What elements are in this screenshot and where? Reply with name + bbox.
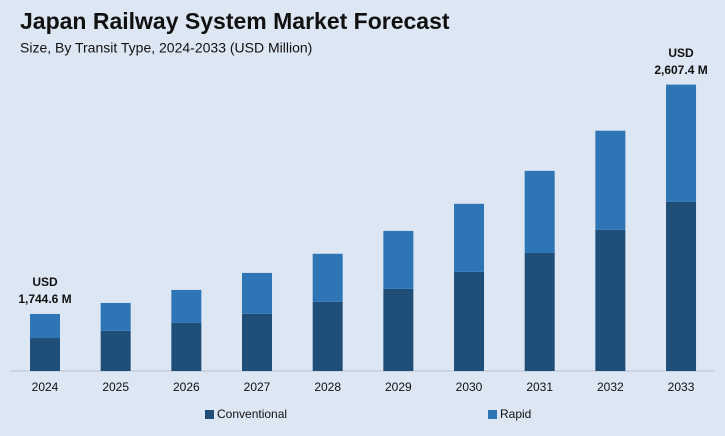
data-label: USD [32, 275, 58, 289]
bar-segment [383, 230, 414, 289]
bar-segment [242, 272, 273, 314]
legend-label: Rapid [500, 407, 531, 421]
chart-title: Japan Railway System Market Forecast [20, 8, 450, 34]
data-label: USD [668, 46, 694, 60]
legend-swatch [488, 410, 497, 419]
bar-segment [100, 302, 131, 331]
bar-segment [383, 288, 414, 371]
x-tick-label: 2029 [385, 380, 412, 394]
bar-segment [30, 313, 60, 339]
x-tick-label: 2031 [526, 380, 553, 394]
legend-swatch [205, 410, 214, 419]
bar-segment [171, 322, 202, 371]
x-tick-label: 2033 [668, 380, 695, 394]
x-tick-label: 2032 [597, 380, 624, 394]
legend-label: Conventional [217, 407, 287, 421]
data-label: 1,744.6 M [18, 292, 71, 306]
chart-subtitle: Size, By Transit Type, 2024-2033 (USD Mi… [20, 40, 312, 56]
bar-segment [454, 271, 485, 371]
bar-segment [595, 130, 626, 230]
bar-segment [454, 203, 485, 272]
bar-segment [524, 170, 555, 253]
x-tick-label: 2024 [32, 380, 59, 394]
x-tick-label: 2030 [456, 380, 483, 394]
bar-segment [666, 201, 697, 371]
bar-segment [524, 252, 555, 371]
bar-segment [100, 330, 131, 371]
bar-segment [595, 229, 626, 371]
bar-segment [666, 84, 697, 202]
bar-segment [171, 289, 202, 323]
bar-segment [312, 301, 343, 371]
x-tick-label: 2025 [102, 380, 129, 394]
x-tick-label: 2027 [244, 380, 271, 394]
bar-segment [30, 338, 60, 371]
bar-segment [312, 253, 343, 302]
data-label: 2,607.4 M [654, 63, 707, 77]
x-tick-label: 2026 [173, 380, 200, 394]
x-tick-label: 2028 [314, 380, 341, 394]
bar-segment [242, 313, 273, 371]
